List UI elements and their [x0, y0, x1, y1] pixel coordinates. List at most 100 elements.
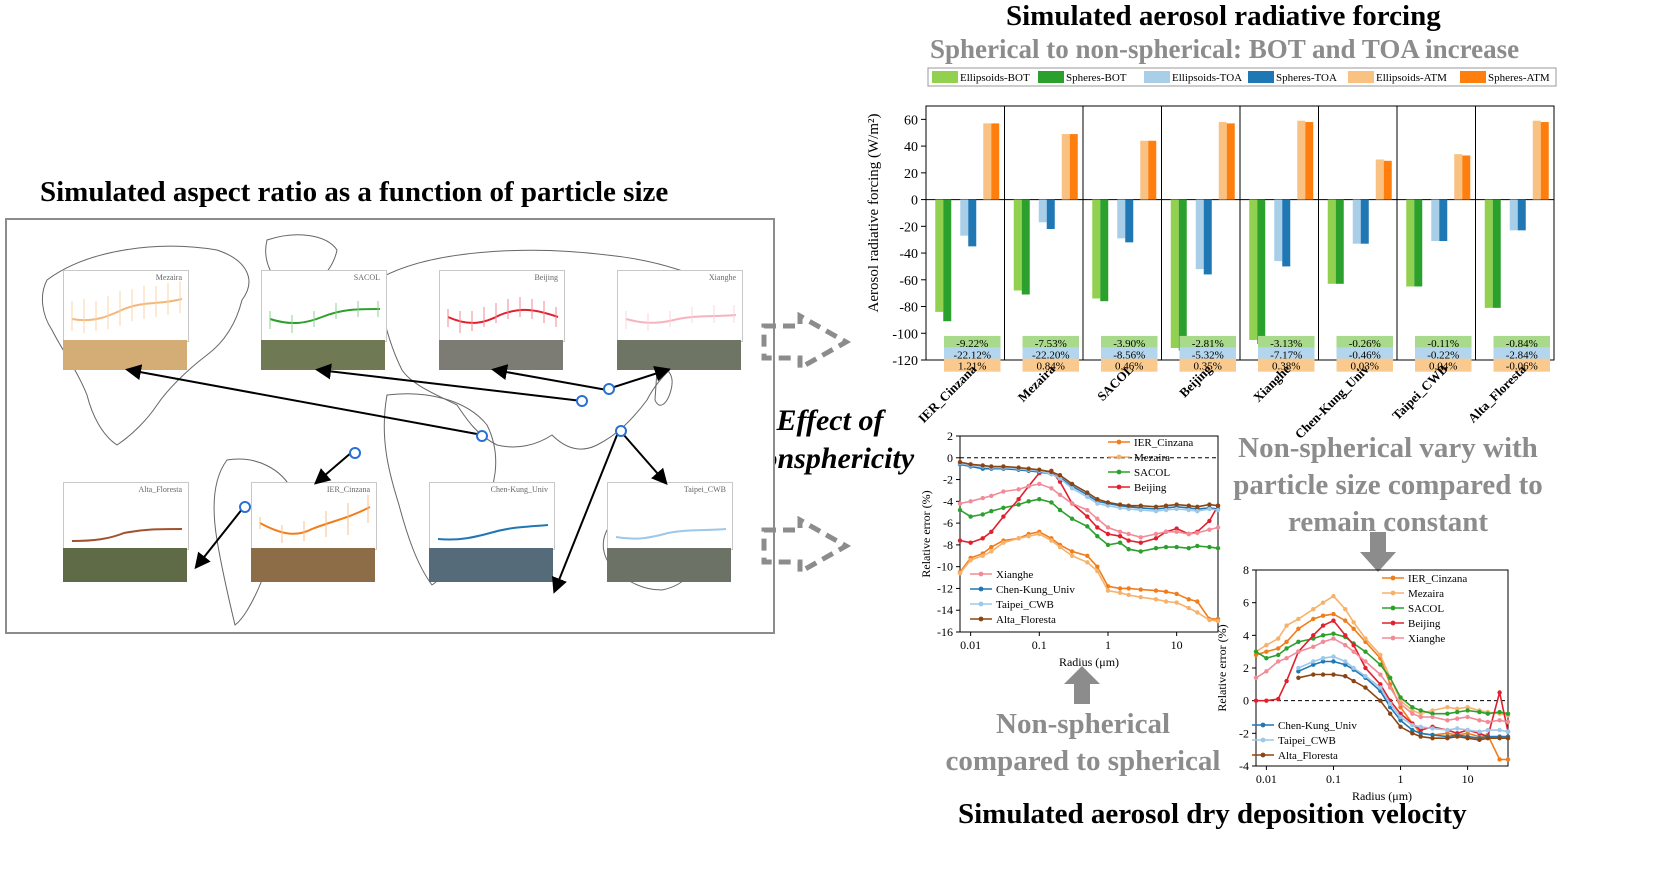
data-point — [1343, 659, 1348, 664]
up-arrow-icon — [1064, 666, 1100, 704]
data-point — [1163, 599, 1169, 604]
data-point — [1445, 705, 1450, 710]
data-point — [1057, 479, 1063, 484]
nonspherical-compared-line-1: Non-spherical — [996, 708, 1170, 740]
bar — [1383, 160, 1392, 200]
data-point — [1174, 591, 1179, 597]
annotation-bot: -9.22% — [956, 338, 988, 350]
data-point — [1163, 529, 1169, 535]
data-point — [1410, 731, 1415, 736]
data-point — [1445, 711, 1450, 716]
forcing-subtitle: Spherical to non-spherical: BOT and TOA … — [930, 34, 1520, 64]
data-point — [1276, 659, 1281, 664]
data-point — [1207, 544, 1212, 550]
data-point — [1378, 662, 1383, 667]
legend-label: Spheres-ATM — [1488, 72, 1550, 84]
site-photo-xianghe — [617, 340, 741, 370]
data-point — [1311, 662, 1316, 667]
bar — [1069, 134, 1078, 200]
data-point — [1001, 540, 1006, 545]
data-point — [1215, 618, 1221, 624]
data-point — [1465, 731, 1470, 736]
annotation-bot-box — [1415, 335, 1472, 350]
x-tick-label: 1 — [1398, 772, 1404, 786]
map-panel-sacol: SACOL — [261, 270, 387, 342]
series-line — [959, 469, 1219, 544]
data-point — [1264, 642, 1269, 648]
y-tick-label: -14 — [937, 603, 953, 617]
data-point — [1296, 639, 1301, 645]
data-point — [1095, 516, 1100, 521]
series-chen-kung-univ — [1296, 659, 1511, 741]
series-line — [959, 530, 1218, 620]
data-point — [1343, 618, 1348, 623]
data-point — [989, 493, 994, 499]
data-point — [1016, 465, 1021, 470]
data-point — [1207, 502, 1212, 507]
bar — [1414, 199, 1423, 287]
annotation-bot: -7.53% — [1035, 338, 1067, 350]
bar — [1249, 199, 1258, 340]
x-tick-label: 0.01 — [960, 638, 981, 652]
data-point — [1138, 507, 1143, 513]
data-point — [968, 557, 973, 563]
data-point — [980, 463, 985, 468]
data-point — [1418, 724, 1423, 729]
data-point — [1016, 536, 1021, 541]
panel-title: Alta_Floresta — [138, 485, 182, 494]
annotation-toa: -8.56% — [1113, 349, 1145, 361]
bar — [1492, 199, 1501, 308]
data-point — [1174, 506, 1179, 512]
annotation-toa: -7.17% — [1270, 349, 1302, 361]
data-point — [1253, 652, 1259, 658]
data-point — [1320, 633, 1326, 638]
bar — [1013, 199, 1022, 291]
data-point — [1163, 589, 1169, 594]
annotation-atm: 0.84% — [1037, 361, 1065, 373]
annotation-atm-box — [1493, 358, 1550, 372]
annotation-atm-box — [1101, 358, 1158, 372]
data-point — [1126, 592, 1131, 598]
data-point — [1477, 729, 1482, 734]
data-point — [1331, 672, 1336, 677]
data-point — [1001, 489, 1006, 494]
data-point — [1016, 487, 1021, 492]
data-point — [1085, 490, 1090, 495]
y-tick-label: 0 — [911, 194, 918, 209]
data-point — [1138, 587, 1143, 592]
data-point — [1117, 502, 1123, 507]
data-point — [1126, 538, 1131, 543]
data-point — [1296, 669, 1301, 674]
bar — [943, 199, 952, 322]
data-point — [1105, 542, 1111, 548]
data-point — [957, 507, 963, 513]
data-point — [1085, 560, 1090, 565]
data-point — [1095, 496, 1100, 502]
data-point — [1378, 682, 1383, 687]
annotation-bot: -3.13% — [1270, 338, 1302, 350]
y-tick-label: -40 — [899, 247, 918, 262]
data-point — [1253, 698, 1259, 703]
legend-bottom: Chen-Kung_Univ Taipei_CWB Alta_Floresta — [1252, 720, 1357, 762]
legend-marker — [1116, 469, 1122, 475]
data-point — [1264, 669, 1269, 674]
annotation-bot: -3.90% — [1113, 338, 1145, 350]
data-point — [1410, 722, 1415, 728]
data-point — [1430, 736, 1435, 741]
data-point — [957, 459, 963, 465]
annotation-toa-box — [1022, 347, 1079, 362]
bar — [991, 123, 1000, 200]
data-point — [957, 501, 963, 506]
data-point — [968, 540, 973, 545]
data-point — [1264, 698, 1269, 703]
panel-title: Mezaira — [155, 273, 182, 282]
y-tick-label: 0 — [947, 451, 953, 465]
data-point — [1117, 590, 1123, 595]
data-point — [1410, 705, 1415, 710]
data-point — [968, 462, 973, 467]
data-point — [1465, 714, 1470, 720]
legend-label: Beijing — [1408, 618, 1441, 630]
legend-marker — [1390, 605, 1396, 611]
y-tick-label: -120 — [892, 354, 918, 369]
legend-label: Beijing — [1134, 482, 1167, 494]
